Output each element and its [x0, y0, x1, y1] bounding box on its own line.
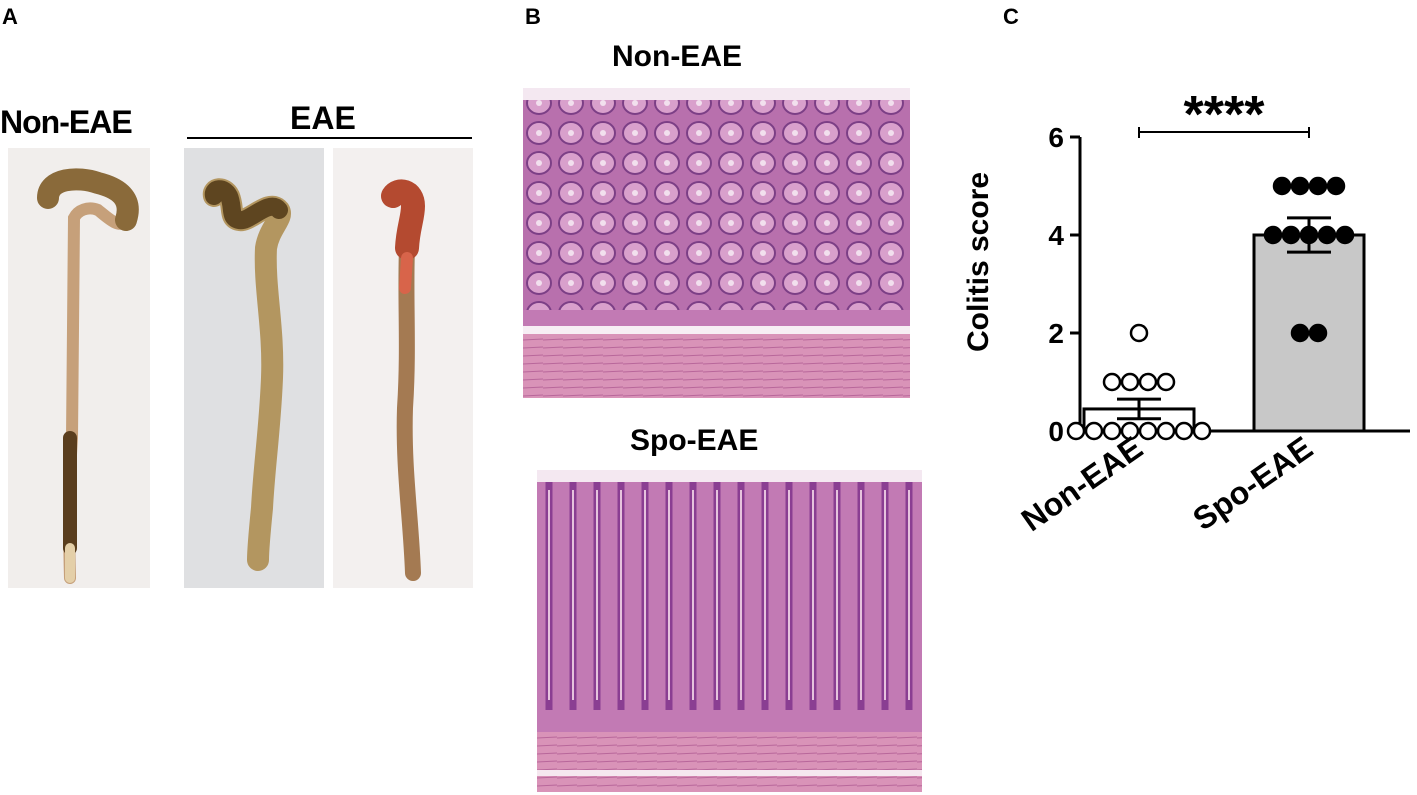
data-point: [1263, 225, 1283, 245]
data-point: [1120, 421, 1140, 441]
panel-b-spo-eae-label: Spo-EAE: [630, 424, 759, 457]
data-point: [1308, 176, 1328, 196]
data-point: [1138, 372, 1158, 392]
significance-stars: ****: [1184, 86, 1266, 144]
data-point: [1156, 421, 1176, 441]
data-point: [1174, 421, 1194, 441]
data-point: [1308, 323, 1328, 343]
data-point: [1281, 225, 1301, 245]
panel-b-letter: B: [525, 4, 541, 29]
chart-data-points: [1066, 176, 1355, 441]
data-point: [1129, 323, 1149, 343]
intestine-photo-non-eae: [8, 148, 150, 588]
data-point: [1156, 372, 1176, 392]
data-point: [1272, 176, 1292, 196]
data-point: [1066, 421, 1086, 441]
eae-group-bracket-line: [187, 137, 472, 139]
significance-bracket: ****: [1138, 86, 1310, 144]
panel-c-letter: C: [1003, 4, 1019, 29]
data-point: [1335, 225, 1355, 245]
data-point: [1317, 225, 1337, 245]
data-point: [1120, 372, 1140, 392]
histology-spo-eae-image: [537, 470, 922, 792]
data-point: [1326, 176, 1346, 196]
y-tick-label: 0: [1048, 416, 1064, 447]
panel-b-non-eae-label: Non-EAE: [612, 40, 742, 73]
data-point: [1290, 176, 1310, 196]
panel-a-non-eae-label: Non-EAE: [0, 104, 133, 140]
chart-error-bars: [1117, 216, 1331, 421]
data-point: [1290, 323, 1310, 343]
colitis-score-chart: Colitis score 0 2 4 6 Non-EAE Spo-EAE ****: [962, 86, 1410, 538]
histology-non-eae-image: [523, 88, 910, 398]
data-point: [1102, 421, 1122, 441]
data-point: [1138, 421, 1158, 441]
panel-a-letter: A: [2, 4, 18, 29]
x-tick-label: Spo-EAE: [1186, 429, 1319, 537]
data-point: [1084, 421, 1104, 441]
data-point: [1299, 225, 1319, 245]
x-tick-label: Non-EAE: [1015, 429, 1149, 538]
y-tick-label: 6: [1048, 122, 1064, 153]
panel-a-eae-label: EAE: [290, 100, 356, 136]
y-tick-label: 2: [1048, 318, 1064, 349]
data-point: [1192, 421, 1212, 441]
y-tick-label: 4: [1048, 220, 1064, 251]
y-axis-label: Colitis score: [962, 172, 995, 352]
intestine-photo-eae-1: [184, 148, 324, 588]
data-point: [1102, 372, 1122, 392]
intestine-photo-eae-2: [333, 148, 473, 588]
